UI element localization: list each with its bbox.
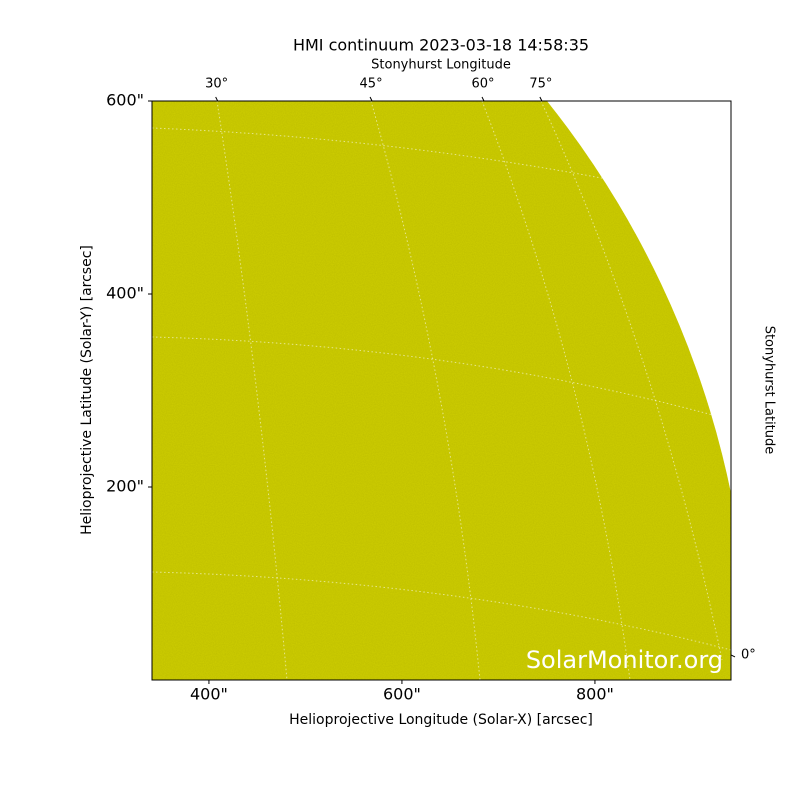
y-tick-label: 600" <box>106 91 144 110</box>
x-axis-label: Helioprojective Longitude (Solar-X) [arc… <box>289 712 593 728</box>
top-tick-label: 60° <box>471 77 494 92</box>
x-tick-label: 400" <box>190 685 228 704</box>
top-tick <box>369 96 373 102</box>
x-tick-label: 800" <box>576 685 614 704</box>
y-axis-label: Helioprojective Latitude (Solar-Y) [arcs… <box>79 245 95 535</box>
plot-frame <box>151 100 732 681</box>
top-tick-label: 75° <box>529 77 552 92</box>
top-axis-label: Stonyhurst Longitude <box>371 58 511 73</box>
right-axis-label: Stonyhurst Latitude <box>762 326 777 455</box>
x-tick-label: 600" <box>383 685 421 704</box>
image <box>152 101 731 680</box>
top-tick <box>215 96 219 102</box>
top-tick-label: 45° <box>360 77 383 92</box>
right-tick <box>730 654 736 658</box>
y-tick-label: 200" <box>106 477 144 496</box>
top-tick-label: 30° <box>205 77 228 92</box>
y-tick-label: 400" <box>106 284 144 303</box>
chart-title: HMI continuum 2023-03-18 14:58:35 <box>293 36 589 55</box>
right-tick-label: 0° <box>741 647 756 662</box>
watermark: SolarMonitor.org <box>526 646 723 674</box>
top-tick <box>539 96 543 102</box>
top-tick <box>481 96 485 102</box>
disk-texture <box>152 101 731 680</box>
